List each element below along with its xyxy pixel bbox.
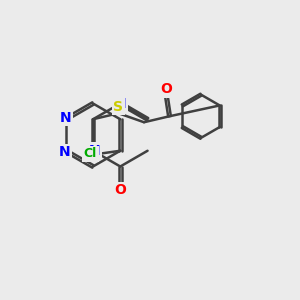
Text: N: N	[89, 144, 100, 158]
Text: S: S	[113, 100, 124, 114]
Text: N: N	[58, 145, 70, 159]
Text: N: N	[60, 111, 71, 125]
Text: O: O	[160, 82, 172, 96]
Text: Cl: Cl	[84, 147, 97, 160]
Text: O: O	[114, 184, 126, 197]
Text: N: N	[115, 97, 126, 110]
